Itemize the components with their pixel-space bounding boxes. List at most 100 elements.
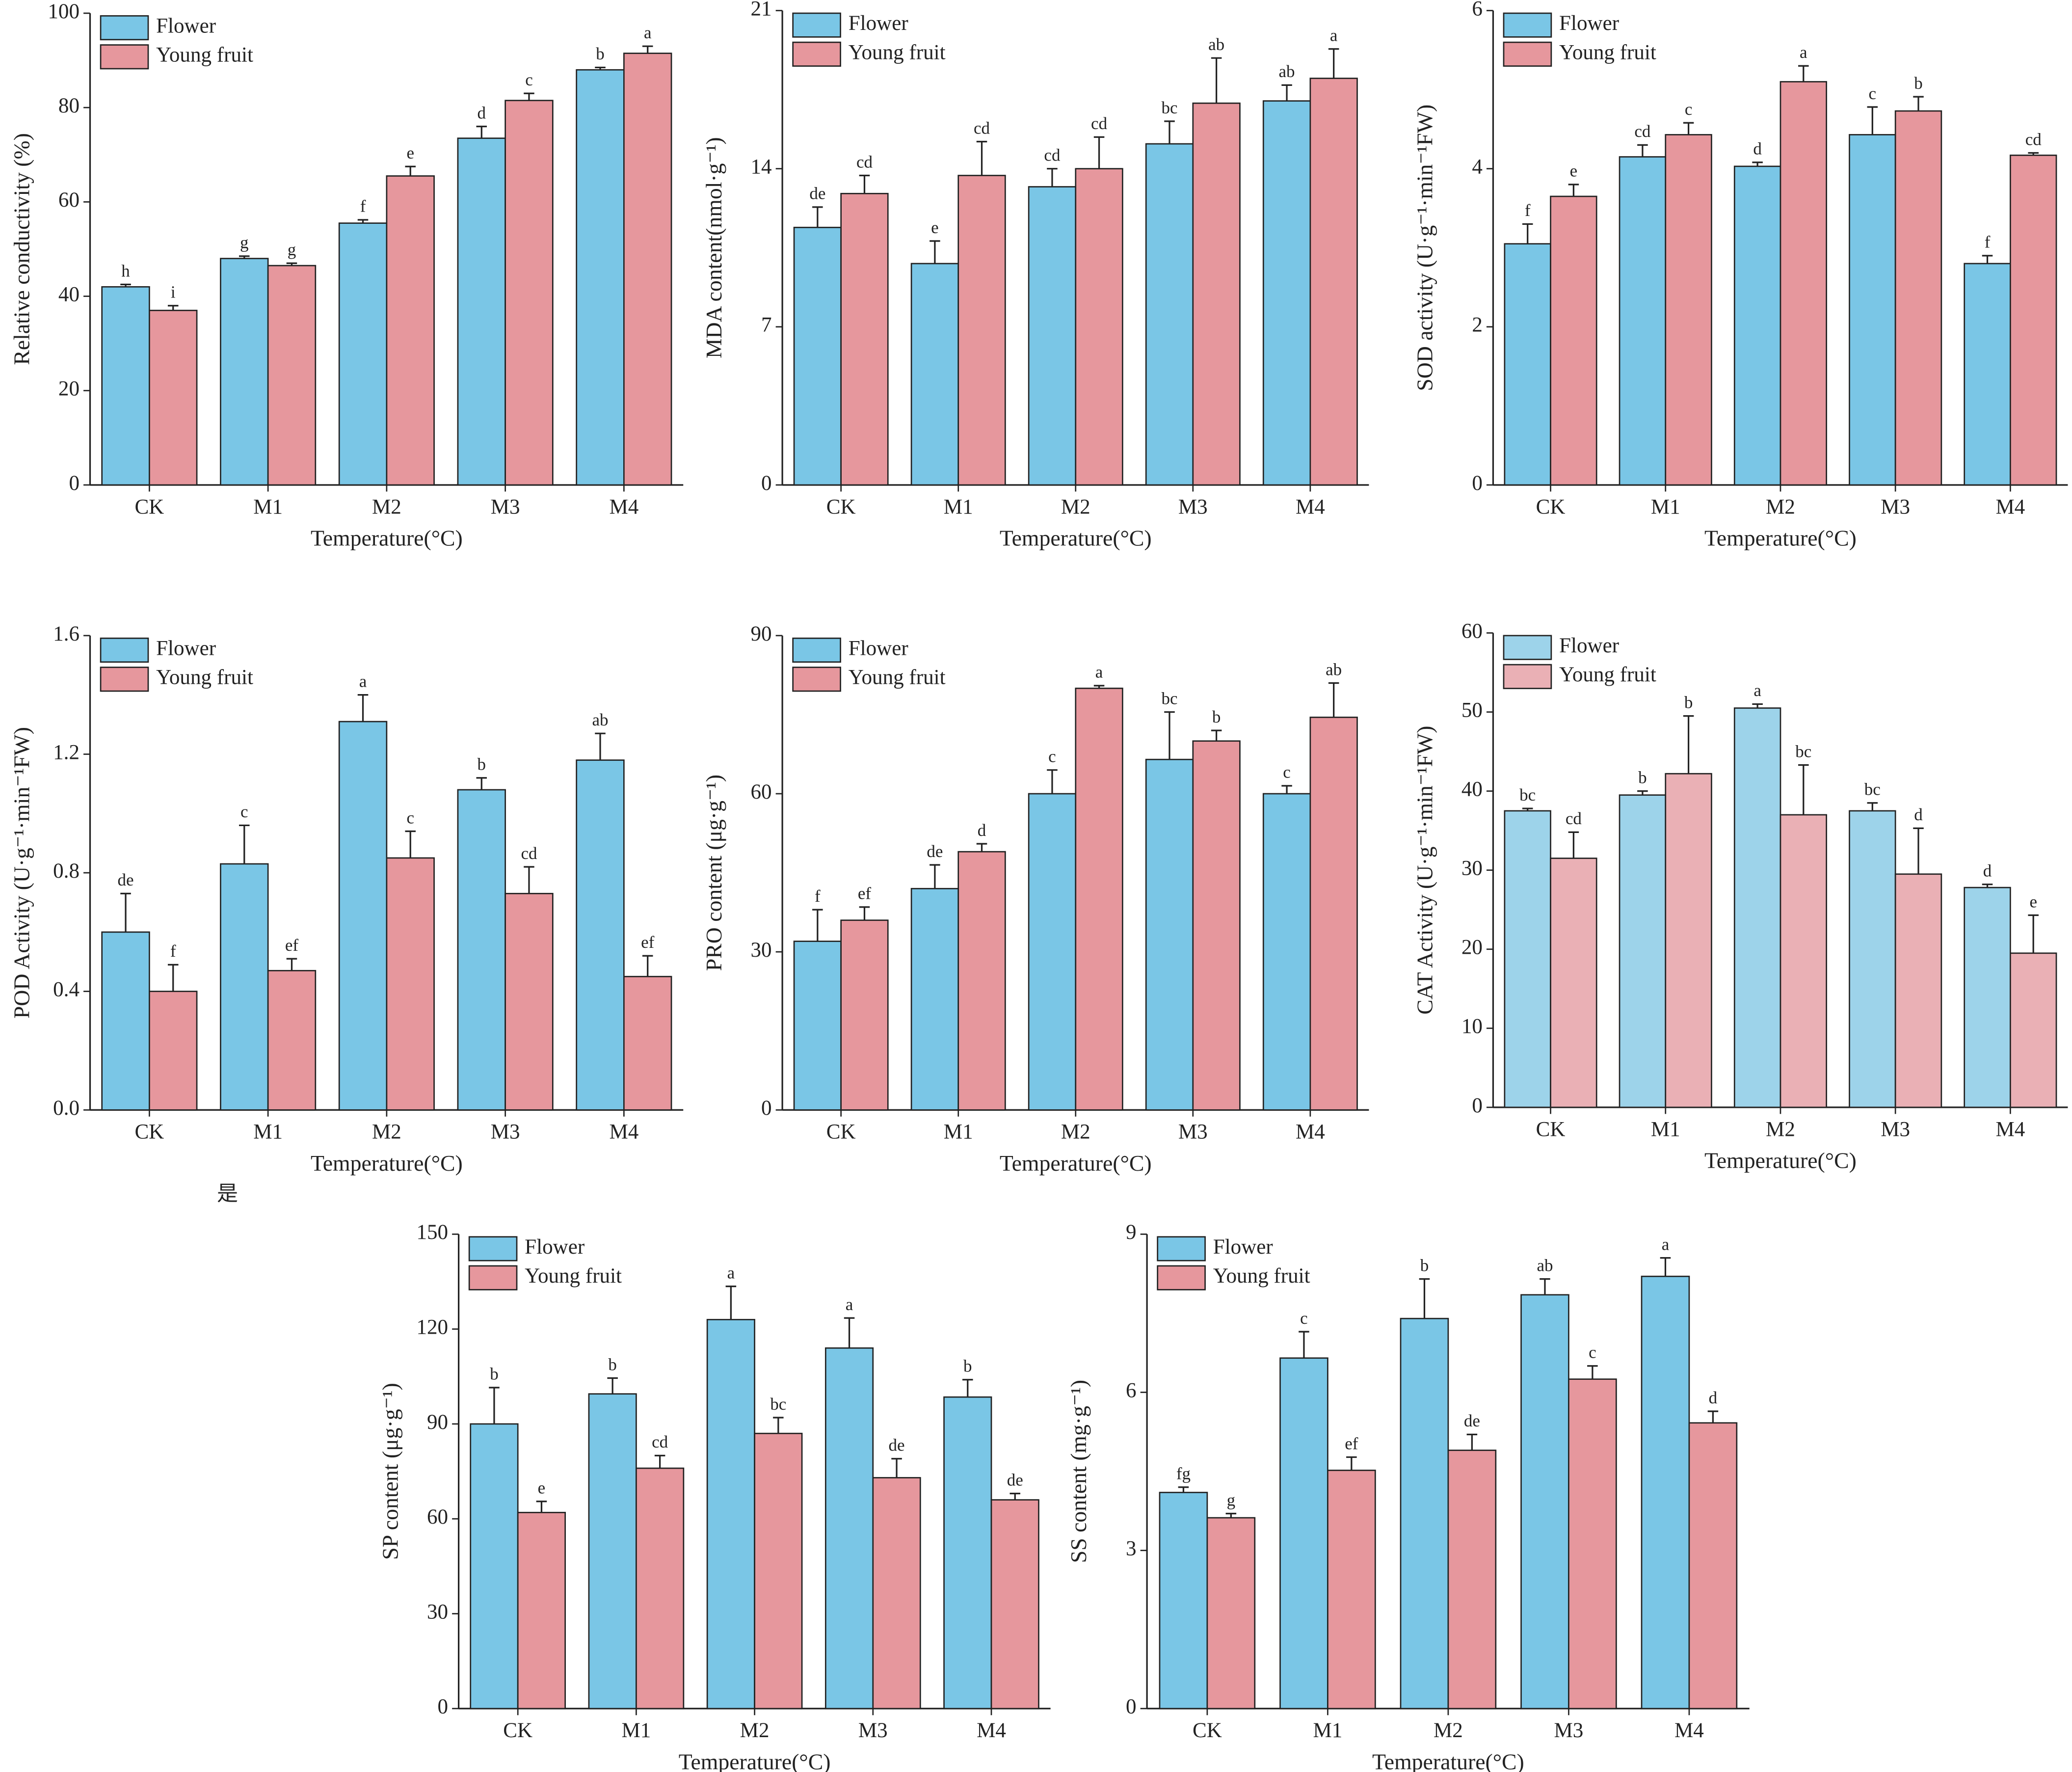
y-tick-label: 6 (1472, 0, 1483, 20)
error-bar (120, 283, 131, 287)
y-tick-label: 0 (761, 472, 772, 495)
bar (872, 1477, 921, 1710)
y-tick-label: 0.4 (53, 978, 80, 1001)
bar (1028, 186, 1077, 486)
error-bar (1587, 1365, 1598, 1379)
significance-letter: e (1570, 161, 1578, 181)
bar (910, 887, 959, 1111)
bar (1145, 758, 1194, 1111)
error-bar (1752, 161, 1763, 166)
y-tick-label: 0.8 (53, 859, 80, 883)
y-tick-label: 1.6 (53, 622, 80, 645)
error-bar (859, 174, 870, 194)
y-tick-label: 20 (1461, 936, 1483, 959)
legend-swatch (792, 637, 841, 663)
error-bar (524, 866, 534, 894)
significance-letter: e (406, 143, 414, 162)
significance-letter: d (1983, 861, 1992, 880)
error-bar (1299, 1331, 1309, 1358)
significance-letter: b (1212, 707, 1221, 726)
legend-label: Young fruit (1213, 1264, 1310, 1288)
legend-label: Flower (1559, 12, 1619, 35)
significance-letter: b (1420, 1256, 1429, 1275)
significance-letter: b (1684, 693, 1693, 712)
y-tick-label: 2 (1472, 314, 1483, 337)
bar (1894, 873, 1942, 1108)
bar (517, 1511, 566, 1710)
x-tick-label: M2 (1061, 1121, 1090, 1144)
bar (1964, 263, 2011, 486)
error-bar (2028, 152, 2039, 156)
x-tick-label: M3 (491, 495, 520, 518)
error-bar (1164, 120, 1175, 144)
significance-letter: bc (1519, 785, 1536, 805)
y-axis-label: PRO content (μg·g⁻¹) (701, 775, 726, 971)
significance-letter: cd (1091, 114, 1108, 133)
significance-letter: a (1330, 26, 1338, 45)
error-bar (357, 219, 369, 223)
error-bar (1522, 807, 1533, 811)
error-bar (1093, 136, 1105, 169)
x-tick-label: CK (1536, 495, 1566, 518)
annotation: 是 (217, 1182, 238, 1206)
bar (1733, 707, 1781, 1108)
error-bar (1328, 682, 1339, 718)
error-bar (930, 240, 940, 264)
bar (1894, 110, 1942, 486)
significance-letter: a (727, 1263, 735, 1282)
error-bar (1178, 1486, 1189, 1493)
y-tick-label: 0 (438, 1695, 449, 1718)
y-axis-label: SOD activity (U·g⁻¹·min⁻¹FW) (1412, 105, 1437, 391)
y-tick-label: 60 (58, 188, 80, 212)
bar (1192, 102, 1241, 486)
significance-letter: b (608, 1355, 617, 1374)
bar (505, 893, 554, 1111)
legend-label: Young fruit (1559, 663, 1656, 686)
legend-swatch (1157, 1236, 1206, 1262)
y-tick-label: 60 (751, 780, 772, 804)
error-bar (1707, 1410, 1719, 1423)
error-bar (812, 909, 823, 941)
significance-letter: g (288, 240, 296, 259)
error-bar (476, 777, 487, 790)
error-bar (962, 1379, 973, 1397)
x-tick-label: M1 (253, 1121, 283, 1144)
x-tick-label: M3 (1178, 1121, 1208, 1144)
y-tick-label: 0 (1472, 472, 1483, 495)
error-bar (891, 1458, 902, 1478)
significance-letter: fg (1176, 1464, 1191, 1483)
error-bar (1093, 685, 1105, 689)
significance-letter: c (525, 70, 533, 89)
x-tick-label: CK (1193, 1719, 1222, 1742)
significance-letter: c (1300, 1309, 1308, 1328)
y-tick-label: 6 (1126, 1379, 1137, 1402)
bar (386, 857, 435, 1111)
x-axis-label: Temperature(°C) (1704, 526, 1857, 551)
y-tick-label: 0 (1126, 1695, 1137, 1718)
significance-letter: bc (1161, 689, 1177, 708)
bar (943, 1396, 992, 1710)
x-tick-label: CK (826, 1121, 856, 1144)
bar (1028, 793, 1077, 1111)
significance-letter: cd (856, 152, 873, 171)
y-tick-label: 60 (1461, 619, 1483, 643)
error-bar (1568, 184, 1579, 197)
x-tick-label: M1 (944, 495, 973, 518)
y-tick-label: 90 (751, 622, 772, 645)
error-bar (654, 1454, 665, 1469)
bar (1849, 810, 1896, 1108)
significance-letter: ef (641, 933, 655, 952)
error-bar (812, 206, 823, 228)
error-bar (1211, 57, 1222, 104)
bar (1279, 1357, 1328, 1710)
bar (754, 1432, 803, 1710)
error-bar (167, 305, 179, 311)
error-bar (1522, 223, 1533, 244)
bar (101, 931, 150, 1111)
significance-letter: a (1095, 663, 1103, 682)
bar (1447, 1450, 1497, 1710)
bar (101, 286, 150, 486)
significance-letter: c (1283, 763, 1291, 782)
bar (588, 1393, 637, 1710)
significance-letter: e (538, 1478, 546, 1498)
